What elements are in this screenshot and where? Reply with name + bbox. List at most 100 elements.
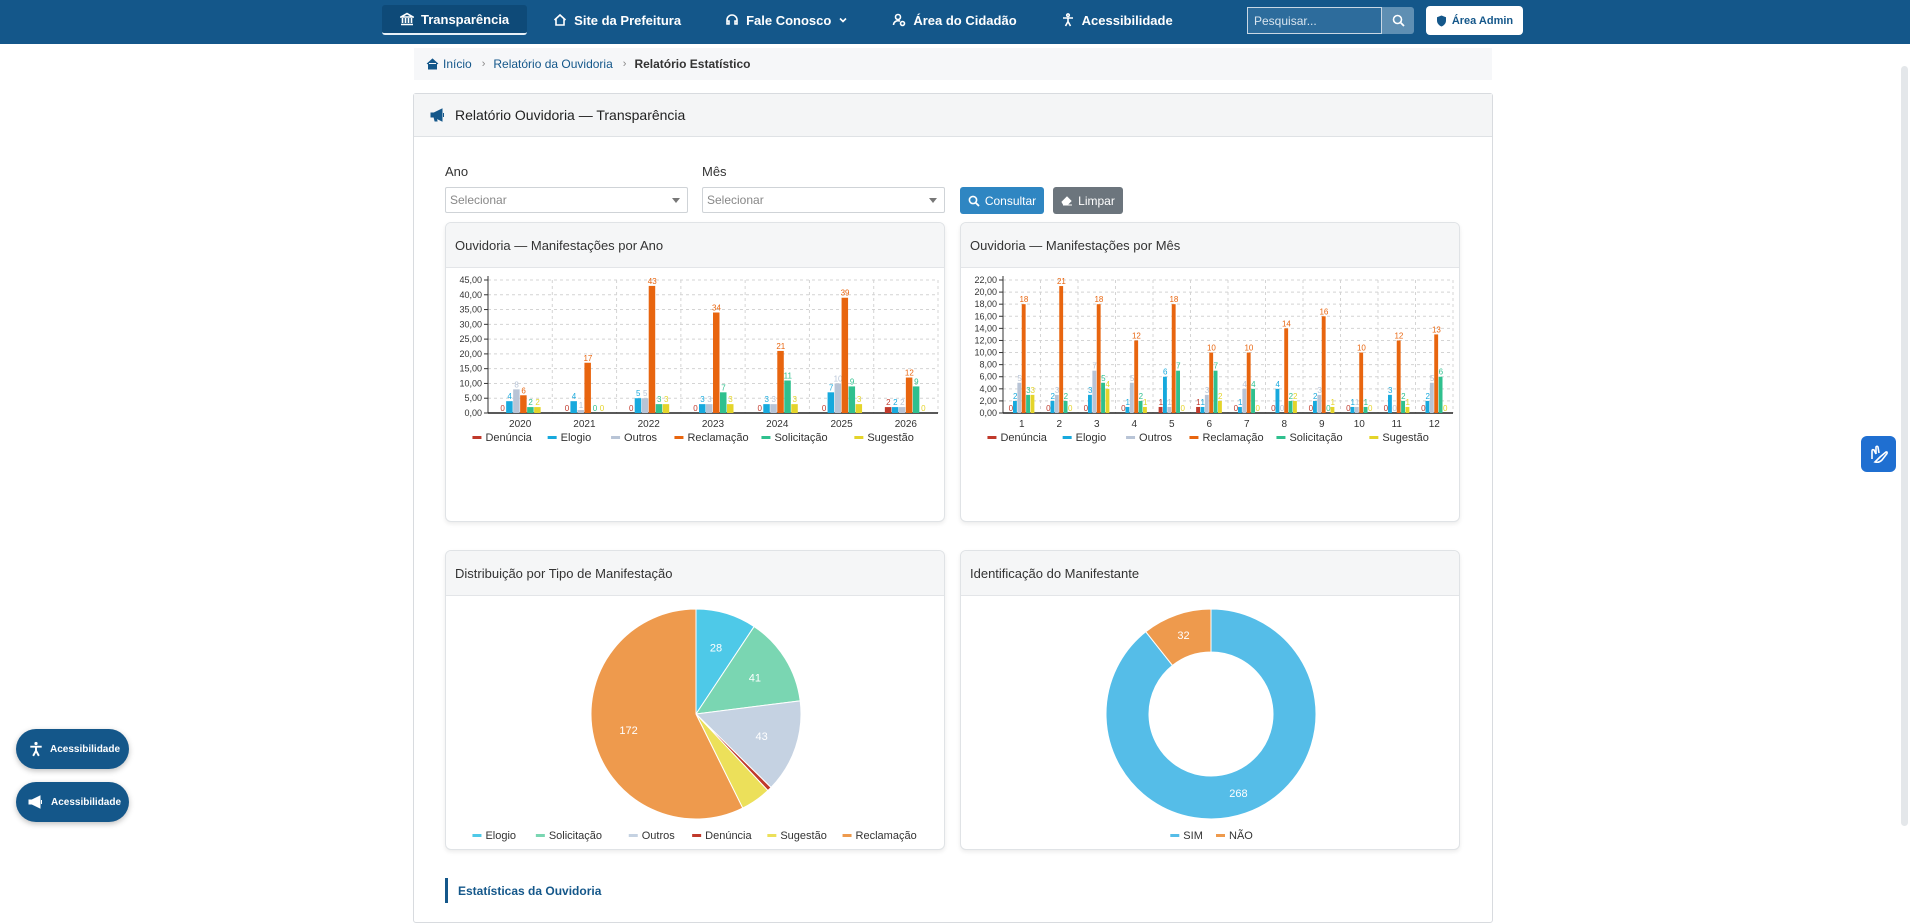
y-tick-label: 5,00 bbox=[464, 393, 482, 403]
nav-item-transparencia[interactable]: Transparência bbox=[382, 5, 528, 35]
data-label: 2 bbox=[900, 398, 905, 407]
data-label: 4 bbox=[1251, 380, 1256, 389]
y-tick-label: 20,00 bbox=[459, 349, 482, 359]
clear-button[interactable]: Limpar bbox=[1053, 187, 1123, 214]
data-label: 1 bbox=[1143, 398, 1148, 407]
data-label: 0 bbox=[1255, 404, 1260, 413]
legend-swatch bbox=[1170, 834, 1180, 837]
data-label: 0 bbox=[1443, 404, 1448, 413]
month-select-value: Selecionar bbox=[707, 193, 764, 207]
legend-label: Reclamação bbox=[856, 830, 917, 842]
accessibility-audio-float-button[interactable]: Acessibilidade bbox=[16, 782, 129, 822]
data-label: 2 bbox=[1401, 392, 1406, 401]
x-tick-label: 2023 bbox=[702, 419, 725, 430]
x-tick-label: 10 bbox=[1354, 419, 1366, 430]
bar-chart-by-month: 0,00 2,00 4,00 6,00 8,00 10,00 12,00 14,00 16,00… bbox=[974, 275, 1454, 444]
shield-icon bbox=[1436, 15, 1446, 26]
bar bbox=[1350, 406, 1355, 413]
bar bbox=[648, 285, 656, 413]
bar bbox=[1209, 352, 1214, 413]
bar bbox=[1017, 382, 1022, 413]
x-tick-label: 11 bbox=[1392, 419, 1403, 430]
bar bbox=[1359, 352, 1364, 413]
report-card-title: Relatório Ouvidoria — Transparência bbox=[455, 107, 686, 123]
legend-label: Denúncia bbox=[1000, 432, 1047, 444]
slice-value-label: 28 bbox=[710, 643, 722, 655]
x-tick-label: 7 bbox=[1244, 419, 1250, 430]
data-label: 0 bbox=[593, 404, 598, 413]
bar bbox=[1163, 376, 1167, 413]
data-label: 2 bbox=[1218, 392, 1223, 401]
data-label: 10 bbox=[1357, 344, 1366, 353]
legend-label: Elogio bbox=[561, 432, 592, 444]
y-tick-label: 2,00 bbox=[979, 396, 997, 406]
breadcrumb-home-link[interactable]: Início bbox=[426, 57, 472, 71]
consult-button[interactable]: Consultar bbox=[960, 187, 1044, 214]
data-label: 0 bbox=[693, 404, 698, 413]
breadcrumb-home-label: Início bbox=[443, 57, 472, 71]
data-label: 0 bbox=[500, 404, 505, 413]
chart-panel-by-year: Ouvidoria — Manifestações por Ano 0,00 5,… bbox=[445, 222, 945, 522]
data-label: 0 bbox=[921, 404, 926, 413]
x-tick-label: 2022 bbox=[638, 419, 661, 430]
bar bbox=[513, 389, 520, 413]
data-label: 0 bbox=[600, 404, 605, 413]
chart-panel-identification: Identificação do Manifestante 268 32 SIM NÃ… bbox=[960, 550, 1460, 850]
search-input[interactable] bbox=[1247, 7, 1382, 34]
sign-language-button[interactable] bbox=[1861, 436, 1896, 472]
bar bbox=[1105, 388, 1110, 413]
bar bbox=[713, 312, 720, 413]
bar bbox=[1143, 406, 1147, 413]
data-label: 43 bbox=[648, 277, 657, 286]
bar bbox=[827, 392, 835, 413]
data-label: 1 bbox=[1364, 398, 1369, 407]
year-select[interactable]: Selecionar bbox=[445, 187, 688, 213]
data-label: 2 bbox=[535, 398, 540, 407]
nav-item-acessibilidade[interactable]: Acessibilidade bbox=[1043, 5, 1191, 35]
y-tick-label: 35,00 bbox=[459, 305, 482, 315]
bar bbox=[1167, 406, 1172, 413]
year-filter-label: Ano bbox=[445, 164, 469, 179]
data-label: 7 bbox=[829, 383, 834, 392]
data-label: 5 bbox=[1101, 374, 1106, 383]
accessibility-float-button[interactable]: Acessibilidade bbox=[16, 729, 129, 769]
bar bbox=[1213, 370, 1218, 413]
x-tick-label: 12 bbox=[1429, 419, 1441, 430]
data-label: 2 bbox=[1139, 392, 1144, 401]
data-label: 1 bbox=[1200, 398, 1205, 407]
x-tick-label: 5 bbox=[1169, 419, 1175, 430]
legend-label: Sugestão bbox=[1382, 432, 1428, 444]
y-tick-label: 40,00 bbox=[459, 290, 482, 300]
bank-icon bbox=[400, 12, 414, 26]
data-label: 1 bbox=[1355, 398, 1360, 407]
legend-swatch bbox=[472, 436, 482, 439]
legend-label: Elogio bbox=[1076, 432, 1107, 444]
bar bbox=[1158, 406, 1163, 413]
bar bbox=[1405, 406, 1410, 413]
nav-item-fale-conosco[interactable]: Fale Conosco bbox=[707, 5, 866, 35]
bar bbox=[1059, 286, 1064, 413]
y-tick-label: 10,00 bbox=[459, 378, 482, 388]
month-select[interactable]: Selecionar bbox=[702, 187, 945, 213]
legend-label: Solicitação bbox=[774, 432, 827, 444]
breadcrumb-parent-link[interactable]: Relatório da Ouvidoria bbox=[493, 57, 613, 71]
admin-area-button[interactable]: Área Admin bbox=[1426, 6, 1523, 35]
data-label: 0 bbox=[1309, 404, 1314, 413]
search-button[interactable] bbox=[1382, 7, 1414, 34]
y-tick-label: 8,00 bbox=[979, 360, 997, 370]
bar bbox=[1101, 382, 1105, 413]
data-label: 2 bbox=[1050, 392, 1055, 401]
bar bbox=[848, 386, 856, 413]
y-tick-label: 6,00 bbox=[979, 372, 997, 382]
bar bbox=[1288, 400, 1293, 413]
data-label: 4 bbox=[1105, 380, 1110, 389]
data-label: 1 bbox=[1405, 398, 1410, 407]
data-label: 1 bbox=[579, 401, 584, 410]
data-label: 0 bbox=[1068, 404, 1073, 413]
bar bbox=[634, 398, 642, 413]
nav-item-area-cidadao[interactable]: Área do Cidadão bbox=[874, 5, 1034, 35]
page-scrollbar[interactable] bbox=[1901, 66, 1908, 826]
nav-item-site-prefeitura[interactable]: Site da Prefeitura bbox=[535, 5, 699, 35]
data-label: 3 bbox=[707, 395, 712, 404]
data-label: 2 bbox=[1313, 392, 1318, 401]
